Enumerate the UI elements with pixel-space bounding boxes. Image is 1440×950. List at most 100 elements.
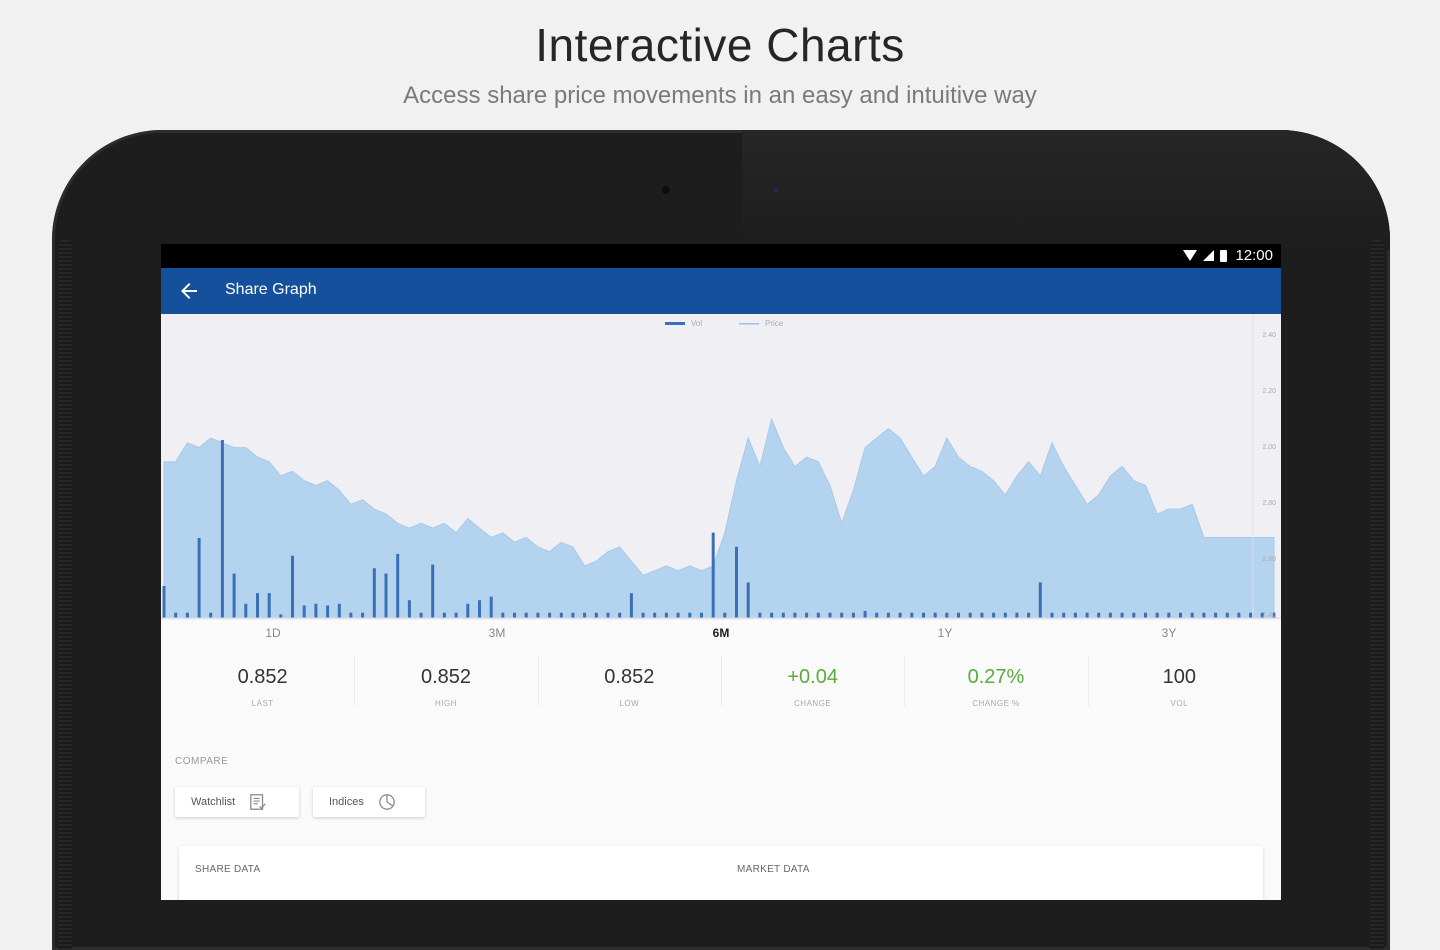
indices-button[interactable]: Indices [313, 787, 425, 817]
volume-bar [524, 612, 528, 618]
share-data-heading: SHARE DATA [195, 864, 261, 875]
volume-bar [735, 546, 738, 618]
volume-bar [886, 612, 890, 618]
volume-bar [1214, 612, 1218, 618]
arrow-left-icon[interactable] [177, 279, 201, 303]
volume-bar [945, 612, 949, 618]
stat-value: 0.852 [237, 666, 288, 688]
legend-vol-swatch [665, 322, 685, 325]
volume-bar [571, 612, 575, 618]
volume-bar [875, 612, 879, 618]
range-tab-1y[interactable]: 1Y [937, 626, 953, 640]
legend-price-label: Price [765, 319, 784, 328]
y-tick-label: 2.80 [1262, 500, 1276, 507]
volume-bar [174, 612, 178, 618]
volume-bar [1027, 612, 1031, 618]
volume-bar [361, 612, 365, 618]
volume-bar [279, 614, 283, 618]
volume-bar [536, 612, 540, 618]
volume-bar [162, 586, 166, 618]
volume-bar [1120, 612, 1124, 618]
volume-bar [653, 612, 657, 618]
volume-bar [384, 573, 388, 618]
volume-bar [676, 612, 680, 618]
volume-bar [781, 612, 785, 618]
stat-value: 0.27% [967, 666, 1025, 688]
status-bar: 12:00 [161, 244, 1281, 268]
volume-bar [618, 612, 622, 618]
y-tick-label: 2.20 [1262, 388, 1276, 395]
volume-bar [641, 612, 645, 618]
stat-label: VOL [1170, 699, 1189, 708]
range-tab-3y[interactable]: 3Y [1161, 626, 1177, 640]
range-tab-3m[interactable]: 3M [488, 626, 506, 640]
volume-bar [1202, 612, 1206, 618]
stat-vol: 100 VOL [1087, 650, 1271, 716]
volume-bar [1085, 612, 1089, 618]
signal-icon [1203, 250, 1215, 261]
compare-label: COMPARE [175, 756, 229, 767]
watchlist-button[interactable]: Watchlist [175, 787, 299, 817]
volume-bar [1050, 612, 1054, 618]
volume-bar [478, 600, 481, 618]
volume-bar [933, 612, 937, 618]
sensor-icon [774, 188, 778, 192]
volume-bar [1179, 612, 1182, 618]
range-tabs: 1D 3M 6M 1Y 3Y [161, 620, 1281, 648]
volume-bar [501, 612, 505, 618]
stat-value: 0.852 [604, 666, 655, 688]
volume-bar [244, 603, 248, 618]
volume-bar [1097, 612, 1101, 618]
volume-bar [711, 532, 715, 618]
stat-label: LOW [619, 699, 640, 708]
stat-label: LAST [251, 699, 274, 708]
volume-bar [840, 612, 844, 618]
stat-last: 0.852 LAST [171, 650, 354, 716]
volume-bar [372, 568, 376, 618]
volume-bar [793, 612, 797, 618]
volume-bar [1237, 612, 1241, 618]
tablet-sheen [742, 130, 1390, 250]
volume-bar [1062, 612, 1066, 618]
list-checklist-icon [250, 794, 266, 810]
price-area [163, 417, 1275, 619]
volume-bar [980, 612, 984, 618]
volume-bar [185, 612, 189, 618]
range-tab-6m[interactable]: 6M [712, 626, 730, 640]
volume-bar [466, 603, 470, 618]
volume-bar [267, 593, 271, 618]
volume-bar [992, 612, 996, 618]
volume-bar [302, 605, 306, 618]
data-card: SHARE DATA MARKET DATA [179, 846, 1263, 900]
promo-subtitle: Access share price movements in an easy … [403, 82, 1037, 109]
volume-bar [723, 612, 727, 618]
volume-bar [1015, 612, 1019, 618]
volume-bar [337, 603, 341, 618]
stat-change: +0.04 CHANGE [720, 650, 904, 716]
volume-bar [629, 593, 633, 618]
volume-bar [606, 612, 610, 618]
volume-bar [816, 612, 820, 618]
volume-bar [349, 612, 353, 618]
volume-bar [314, 603, 318, 618]
range-tab-1d[interactable]: 1D [265, 626, 281, 640]
stat-value: 0.852 [420, 666, 472, 688]
wifi-icon [1183, 250, 1198, 261]
camera-icon [662, 186, 670, 194]
indices-button-label: Indices [329, 796, 364, 808]
volume-bar [419, 612, 423, 618]
volume-bar [594, 612, 598, 618]
stat-low: 0.852 LOW [537, 650, 721, 716]
volume-bar [442, 612, 446, 618]
volume-bar [746, 582, 750, 618]
speaker-grille-left [58, 240, 72, 950]
volume-bar [291, 555, 294, 618]
volume-bar [664, 612, 668, 618]
volume-bar [256, 593, 259, 618]
volume-bar [220, 440, 224, 618]
stat-value: 100 [1162, 666, 1196, 688]
stat-value: +0.04 [787, 666, 838, 688]
share-chart[interactable]: 2.40 2.20 2.00 2.80 2.60 2.40 Vol Price [161, 314, 1281, 620]
volume-bar [583, 612, 587, 618]
volume-bar [688, 612, 692, 618]
